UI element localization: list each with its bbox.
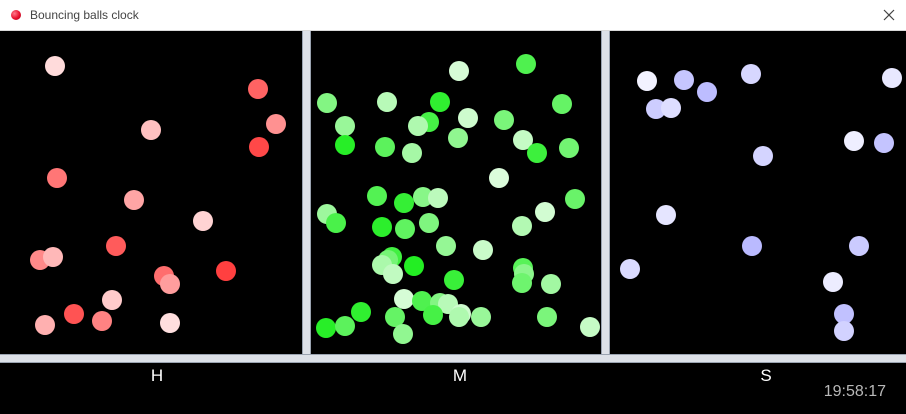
- close-icon: [883, 9, 895, 21]
- minute-ball: [449, 61, 469, 81]
- second-ball: [741, 64, 761, 84]
- minute-ball: [395, 219, 415, 239]
- hour-ball: [64, 304, 84, 324]
- minute-ball: [351, 302, 371, 322]
- hour-ball: [43, 247, 63, 267]
- minute-ball: [565, 189, 585, 209]
- minute-ball: [552, 94, 572, 114]
- splitter-minutes-seconds[interactable]: [601, 31, 610, 354]
- second-ball: [661, 98, 681, 118]
- minute-ball: [383, 264, 403, 284]
- minute-ball: [335, 316, 355, 336]
- second-ball: [882, 68, 902, 88]
- second-ball: [834, 321, 854, 341]
- minute-ball: [516, 54, 536, 74]
- minute-ball: [430, 92, 450, 112]
- minute-ball: [541, 274, 561, 294]
- hour-ball: [216, 261, 236, 281]
- hour-ball: [102, 290, 122, 310]
- minute-ball: [335, 135, 355, 155]
- minute-ball: [317, 93, 337, 113]
- minute-ball: [473, 240, 493, 260]
- minute-ball: [377, 92, 397, 112]
- minute-ball: [449, 307, 469, 327]
- second-ball: [849, 236, 869, 256]
- minute-ball: [471, 307, 491, 327]
- minutes-panel: [311, 31, 601, 354]
- second-ball: [620, 259, 640, 279]
- clock-canvas: H M S 19:58:17: [0, 31, 906, 414]
- hour-ball: [35, 315, 55, 335]
- hour-ball: [248, 79, 268, 99]
- second-ball: [674, 70, 694, 90]
- minute-ball: [402, 143, 422, 163]
- hour-ball: [45, 56, 65, 76]
- hour-ball: [141, 120, 161, 140]
- hours-label: H: [150, 366, 164, 385]
- seconds-panel: [610, 31, 906, 354]
- minute-ball: [512, 216, 532, 236]
- title-bar: Bouncing balls clock: [0, 0, 906, 31]
- second-ball: [697, 82, 717, 102]
- minute-ball: [335, 116, 355, 136]
- minute-ball: [408, 116, 428, 136]
- minute-ball: [419, 213, 439, 233]
- minute-ball: [512, 273, 532, 293]
- second-ball: [742, 236, 762, 256]
- splitter-hours-minutes[interactable]: [302, 31, 311, 354]
- hours-panel: [0, 31, 302, 354]
- second-ball: [874, 133, 894, 153]
- second-ball: [844, 131, 864, 151]
- minute-ball: [489, 168, 509, 188]
- digital-time: 19:58:17: [823, 383, 886, 400]
- second-ball: [637, 71, 657, 91]
- red-ball-icon: [11, 10, 21, 20]
- minutes-label: M: [452, 366, 468, 385]
- hour-ball: [193, 211, 213, 231]
- second-ball: [753, 146, 773, 166]
- minute-ball: [448, 128, 468, 148]
- minute-ball: [375, 137, 395, 157]
- hour-ball: [266, 114, 286, 134]
- minute-ball: [458, 108, 478, 128]
- minute-ball: [385, 307, 405, 327]
- minute-ball: [513, 130, 533, 150]
- minute-ball: [404, 256, 424, 276]
- minute-ball: [394, 289, 414, 309]
- second-ball: [834, 304, 854, 324]
- hour-ball: [160, 274, 180, 294]
- minute-ball: [393, 324, 413, 344]
- minute-ball: [580, 317, 600, 337]
- minute-ball: [394, 193, 414, 213]
- minute-ball: [494, 110, 514, 130]
- minute-ball: [316, 318, 336, 338]
- minute-ball: [428, 188, 448, 208]
- hour-ball: [124, 190, 144, 210]
- minute-ball: [372, 217, 392, 237]
- hour-ball: [47, 168, 67, 188]
- second-ball: [656, 205, 676, 225]
- minute-ball: [535, 202, 555, 222]
- second-ball: [823, 272, 843, 292]
- minute-ball: [436, 236, 456, 256]
- minute-ball: [326, 213, 346, 233]
- window-title: Bouncing balls clock: [30, 8, 139, 22]
- minute-ball: [367, 186, 387, 206]
- minute-ball: [537, 307, 557, 327]
- seconds-label: S: [760, 366, 772, 385]
- minute-ball: [559, 138, 579, 158]
- close-button[interactable]: [872, 0, 906, 30]
- minute-ball: [527, 143, 547, 163]
- hour-ball: [106, 236, 126, 256]
- hour-ball: [92, 311, 112, 331]
- minute-ball: [423, 305, 443, 325]
- hour-ball: [160, 313, 180, 333]
- splitter-horizontal[interactable]: [0, 354, 906, 363]
- hour-ball: [249, 137, 269, 157]
- minute-ball: [444, 270, 464, 290]
